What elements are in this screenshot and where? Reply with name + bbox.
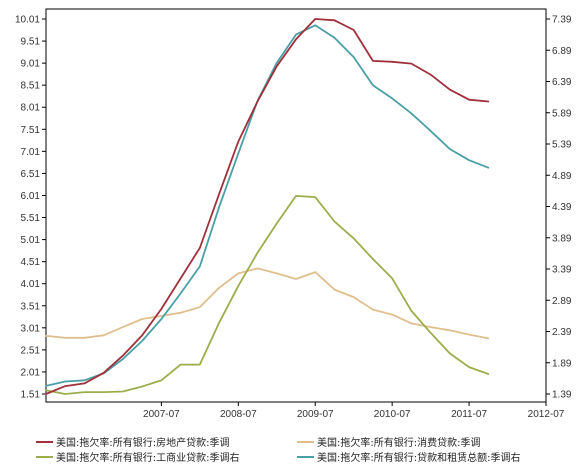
left-axis-tick-label: 6.51 xyxy=(21,169,41,180)
legend-entry-label: 美国:拖欠率:所有银行:消费贷款:季调 xyxy=(317,436,480,449)
x-axis-tick-label: 2009-07 xyxy=(297,409,334,420)
right-axis-tick-label: 4.39 xyxy=(552,202,572,213)
left-axis-tick-label: 9.51 xyxy=(21,37,41,48)
right-axis-tick-label: 2.89 xyxy=(552,296,572,307)
legend-entry-label: 美国:拖欠率:所有银行:工商业贷款:季调右 xyxy=(56,451,239,464)
right-y-axis: 7.39 6.89 6.39 5.89 5.39 4.89 4.39 3.89 3.39 2.89… xyxy=(546,15,572,401)
right-axis-tick-label: 3.39 xyxy=(552,265,572,276)
right-axis-tick-label: 4.89 xyxy=(552,171,572,182)
x-axis-tick-label: 2010-07 xyxy=(374,409,411,420)
x-axis-tick-label: 2012-07 xyxy=(528,409,565,420)
x-axis-tick-label: 2011-07 xyxy=(451,409,487,420)
series-line-3 xyxy=(45,24,490,387)
legend-entry-label: 美国:拖欠率:所有银行:房地产贷款:季调 xyxy=(56,436,229,449)
left-axis-tick-label: 8.51 xyxy=(21,81,41,92)
series-line-0 xyxy=(45,18,490,395)
series-line-1 xyxy=(45,267,490,340)
left-axis-tick-label: 1.51 xyxy=(21,390,41,401)
left-y-axis: 10.01 9.51 9.01 8.51 8.01 7.51 7.01 6.51 6.01 5.5… xyxy=(15,15,46,401)
right-axis-tick-label: 2.39 xyxy=(552,327,572,338)
left-axis-tick-label: 2.01 xyxy=(21,367,41,378)
right-axis-tick-label: 5.39 xyxy=(552,140,572,151)
legend-entry-label: 美国:拖欠率:所有银行:贷款和租赁总额:季调右 xyxy=(317,451,520,464)
left-axis-tick-label: 3.01 xyxy=(21,323,41,334)
left-axis-tick-label: 10.01 xyxy=(15,15,40,26)
x-axis-tick-label: 2007-07 xyxy=(143,409,180,420)
right-axis-tick-label: 7.39 xyxy=(552,15,572,26)
right-axis-tick-label: 5.89 xyxy=(552,108,572,119)
left-axis-tick-label: 7.01 xyxy=(21,147,41,158)
left-axis-tick-label: 8.01 xyxy=(21,103,41,114)
left-axis-tick-label: 2.51 xyxy=(21,345,41,356)
left-axis-tick-label: 5.01 xyxy=(21,235,41,246)
plot-area-frame xyxy=(45,8,547,403)
series-line-2 xyxy=(45,194,490,395)
right-axis-tick-label: 6.39 xyxy=(552,77,572,88)
left-axis-tick-label: 7.51 xyxy=(21,125,41,136)
right-axis-tick-label: 6.89 xyxy=(552,46,572,57)
left-axis-tick-label: 5.51 xyxy=(21,213,41,224)
right-axis-tick-label: 1.89 xyxy=(552,358,572,369)
right-axis-tick-label: 1.39 xyxy=(552,390,572,401)
right-axis-tick-label: 3.89 xyxy=(552,233,572,244)
legend: 美国:拖欠率:所有银行:房地产贷款:季调 美国:拖欠率:所有银行:消费贷款:季调美… xyxy=(36,436,520,464)
left-axis-tick-label: 4.51 xyxy=(21,257,41,268)
left-axis-tick-label: 9.01 xyxy=(21,59,41,70)
left-axis-tick-label: 4.01 xyxy=(21,279,41,290)
left-axis-tick-label: 3.51 xyxy=(21,301,41,312)
x-axis-tick-label: 2008-07 xyxy=(220,409,257,420)
series-lines xyxy=(45,18,490,395)
left-axis-tick-label: 6.01 xyxy=(21,191,41,202)
x-axis: 2007-07 2008-07 2009-07 2010-07 2011-07 2012-… xyxy=(143,402,565,420)
